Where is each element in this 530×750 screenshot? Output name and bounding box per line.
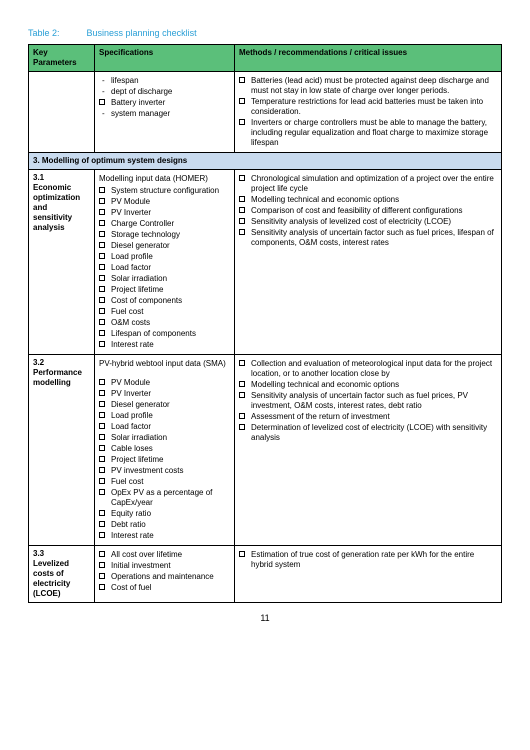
header-methods: Methods / recommendations / critical iss… xyxy=(235,45,502,72)
list-item: Diesel generator xyxy=(99,400,230,410)
list-item: Interest rate xyxy=(99,531,230,541)
page: Table 2: Business planning checklist Key… xyxy=(0,0,530,643)
spec-subhead: Modelling input data (HOMER) xyxy=(99,174,230,184)
spec-item: dept of discharge xyxy=(99,87,230,97)
spec-list: PV ModulePV InverterDiesel generatorLoad… xyxy=(99,378,230,541)
spec-dash-list: lifespan dept of discharge xyxy=(99,76,230,97)
spec-subhead: PV-hybrid webtool input data (SMA) xyxy=(99,359,230,369)
list-item: Load profile xyxy=(99,252,230,262)
spec-item: Battery inverter xyxy=(99,98,230,108)
table-caption: Table 2: Business planning checklist xyxy=(28,28,502,38)
list-item: Estimation of true cost of generation ra… xyxy=(239,550,497,570)
spec-cell: lifespan dept of discharge Battery inver… xyxy=(95,72,235,153)
kp-num: 3.2 xyxy=(33,358,51,368)
kp-cell: 3.1Economic optimization and sensitivity… xyxy=(29,170,95,355)
methods-list: Estimation of true cost of generation ra… xyxy=(239,550,497,570)
list-item: Cost of components xyxy=(99,296,230,306)
spec-item: lifespan xyxy=(99,76,230,86)
list-item: Modelling technical and economic options xyxy=(239,195,497,205)
list-item: PV investment costs xyxy=(99,466,230,476)
list-item: Load profile xyxy=(99,411,230,421)
list-item: Cable loses xyxy=(99,444,230,454)
spec-item: system manager xyxy=(99,109,230,119)
list-item: Load factor xyxy=(99,263,230,273)
spec-cell: All cost over lifetimeInitial investment… xyxy=(95,546,235,603)
methods-cell: Batteries (lead acid) must be protected … xyxy=(235,72,502,153)
list-item: System structure configuration xyxy=(99,186,230,196)
list-item: Project lifetime xyxy=(99,285,230,295)
list-item: Project lifetime xyxy=(99,455,230,465)
list-item: Collection and evaluation of meteorologi… xyxy=(239,359,497,379)
caption-title: Business planning checklist xyxy=(87,28,197,38)
list-item: PV Module xyxy=(99,197,230,207)
list-item: Storage technology xyxy=(99,230,230,240)
list-item: Charge Controller xyxy=(99,219,230,229)
methods-list: Chronological simulation and optimizatio… xyxy=(239,174,497,248)
list-item: All cost over lifetime xyxy=(99,550,230,560)
spec-list: System structure configurationPV ModuleP… xyxy=(99,186,230,350)
table-header-row: Key Parameters Specifications Methods / … xyxy=(29,45,502,72)
methods-cell: Collection and evaluation of meteorologi… xyxy=(235,355,502,546)
kp-cell-empty xyxy=(29,72,95,153)
list-item: Debt ratio xyxy=(99,520,230,530)
list-item: Operations and maintenance xyxy=(99,572,230,582)
methods-cell: Estimation of true cost of generation ra… xyxy=(235,546,502,603)
list-item: Initial investment xyxy=(99,561,230,571)
methods-list: Batteries (lead acid) must be protected … xyxy=(239,76,497,148)
list-item: PV Inverter xyxy=(99,208,230,218)
section-title: 3. Modelling of optimum system designs xyxy=(29,153,502,170)
list-item: Lifespan of components xyxy=(99,329,230,339)
page-number: 11 xyxy=(28,613,502,623)
table-row: 3.1Economic optimization and sensitivity… xyxy=(29,170,502,355)
checklist-table: Key Parameters Specifications Methods / … xyxy=(28,44,502,603)
list-item: Sensitivity analysis of levelized cost o… xyxy=(239,217,497,227)
list-item: Interest rate xyxy=(99,340,230,350)
list-item: OpEx PV as a percentage of CapEx/year xyxy=(99,488,230,508)
kp-num: 3.3 xyxy=(33,549,51,559)
method-item: Inverters or charge controllers must be … xyxy=(239,118,497,148)
list-item: Fuel cost xyxy=(99,477,230,487)
list-item: Assessment of the return of investment xyxy=(239,412,497,422)
kp-num: 3.1 xyxy=(33,173,51,183)
spec-cb-list: Battery inverter xyxy=(99,98,230,108)
spec-dash-list: system manager xyxy=(99,109,230,119)
list-item: Solar irradiation xyxy=(99,274,230,284)
list-item: O&M costs xyxy=(99,318,230,328)
header-specifications: Specifications xyxy=(95,45,235,72)
table-row: 3.3Levelized costs of electricity (LCOE)… xyxy=(29,546,502,603)
list-item: PV Inverter xyxy=(99,389,230,399)
list-item: Chronological simulation and optimizatio… xyxy=(239,174,497,194)
list-item: PV Module xyxy=(99,378,230,388)
list-item: Equity ratio xyxy=(99,509,230,519)
list-item: Fuel cost xyxy=(99,307,230,317)
section-row: 3. Modelling of optimum system designs xyxy=(29,153,502,170)
kp-title: Performance modelling xyxy=(33,368,73,388)
method-item: Temperature restrictions for lead acid b… xyxy=(239,97,497,117)
list-item: Sensitivity analysis of uncertain factor… xyxy=(239,228,497,248)
list-item: Cost of fuel xyxy=(99,583,230,593)
header-key-parameters: Key Parameters xyxy=(29,45,95,72)
kp-title: Economic optimization and sensitivity an… xyxy=(33,183,73,233)
table-row: 3.2Performance modelling PV-hybrid webto… xyxy=(29,355,502,546)
caption-label: Table 2: xyxy=(28,28,84,38)
list-item: Sensitivity analysis of uncertain factor… xyxy=(239,391,497,411)
methods-list: Collection and evaluation of meteorologi… xyxy=(239,359,497,443)
method-item: Batteries (lead acid) must be protected … xyxy=(239,76,497,96)
list-item: Determination of levelized cost of elect… xyxy=(239,423,497,443)
kp-cell: 3.3Levelized costs of electricity (LCOE) xyxy=(29,546,95,603)
table-row: lifespan dept of discharge Battery inver… xyxy=(29,72,502,153)
kp-cell: 3.2Performance modelling xyxy=(29,355,95,546)
list-item: Comparison of cost and feasibility of di… xyxy=(239,206,497,216)
methods-cell: Chronological simulation and optimizatio… xyxy=(235,170,502,355)
spec-cell: Modelling input data (HOMER) System stru… xyxy=(95,170,235,355)
kp-title: Levelized costs of electricity (LCOE) xyxy=(33,559,73,599)
list-item: Load factor xyxy=(99,422,230,432)
list-item: Diesel generator xyxy=(99,241,230,251)
list-item: Modelling technical and economic options xyxy=(239,380,497,390)
spec-cell: PV-hybrid webtool input data (SMA) PV Mo… xyxy=(95,355,235,546)
spec-list: All cost over lifetimeInitial investment… xyxy=(99,550,230,593)
list-item: Solar irradiation xyxy=(99,433,230,443)
